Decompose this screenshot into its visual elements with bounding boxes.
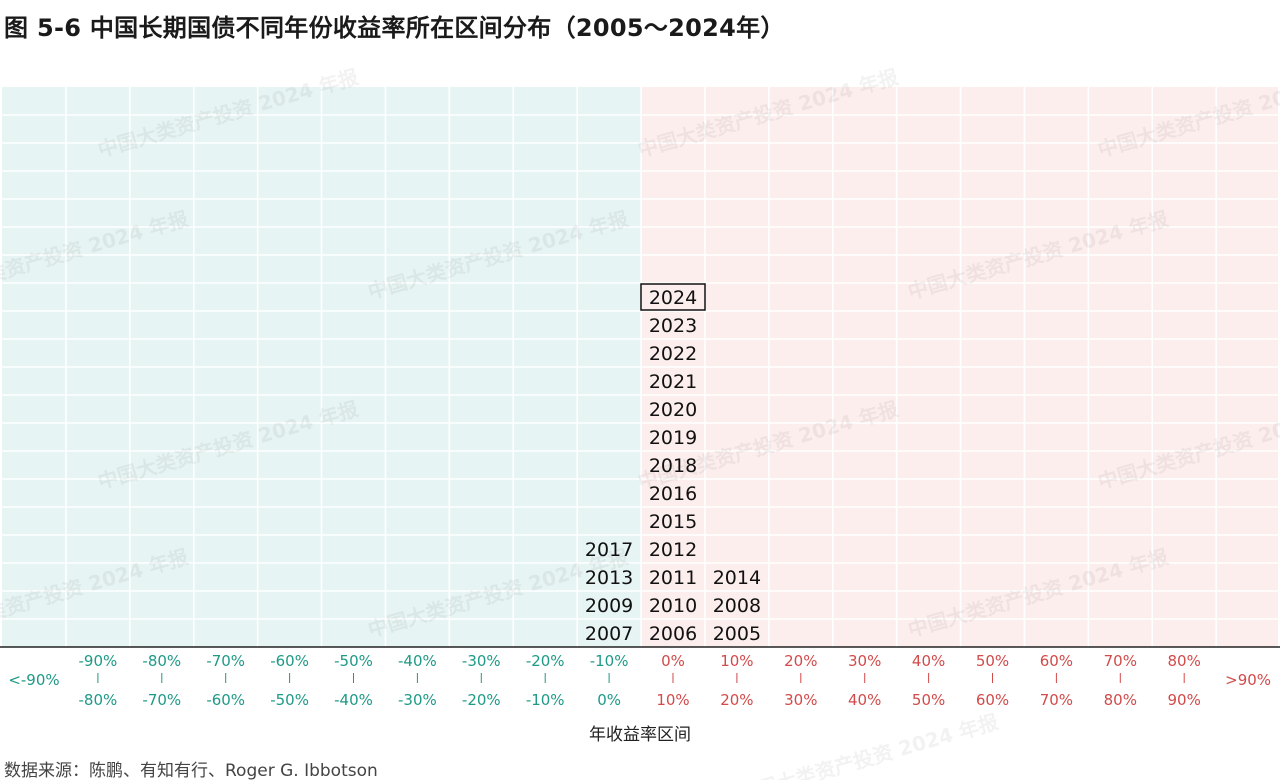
tick-label-top: 80% xyxy=(1168,652,1201,670)
year-label: 2006 xyxy=(649,623,697,645)
tick-label-bottom: -10% xyxy=(526,691,565,709)
tick-label-bottom: -50% xyxy=(270,691,309,709)
tick-label-top: 30% xyxy=(848,652,881,670)
tick-label-bottom: 40% xyxy=(848,691,881,709)
tick-label-top: -60% xyxy=(270,652,309,670)
tick-label-top: 50% xyxy=(976,652,1009,670)
year-label: 2017 xyxy=(585,539,633,561)
tick-label-bottom: 10% xyxy=(656,691,689,709)
tick-label-bottom: -60% xyxy=(206,691,245,709)
tick-label-top: -10% xyxy=(590,652,629,670)
year-label: 2008 xyxy=(713,595,761,617)
tick-label-bottom: 80% xyxy=(1104,691,1137,709)
year-label: 2009 xyxy=(585,595,633,617)
year-label: 2022 xyxy=(649,343,697,365)
tick-label-bottom: 70% xyxy=(1040,691,1073,709)
tick-label-bottom: 20% xyxy=(720,691,753,709)
year-label: 2018 xyxy=(649,455,697,477)
tick-label-bottom: 60% xyxy=(976,691,1009,709)
highlight-box xyxy=(640,283,706,311)
tick-label-bottom: -40% xyxy=(334,691,373,709)
watermark-text: 中国大类资产投资 2024 年报 xyxy=(735,710,1001,780)
tick-label-bottom: 30% xyxy=(784,691,817,709)
tick-label: <-90% xyxy=(8,671,59,689)
tick-label-top: -50% xyxy=(334,652,373,670)
year-label: 2024 xyxy=(649,287,697,309)
tick-label-top: 0% xyxy=(661,652,685,670)
tick-label-top: -40% xyxy=(398,652,437,670)
tick-label-top: 40% xyxy=(912,652,945,670)
year-label: 2021 xyxy=(649,371,697,393)
source-note: 数据来源：陈鹏、有知有行、Roger G. Ibbotson xyxy=(4,761,378,781)
page-title: 图 5-6 中国长期国债不同年份收益率所在区间分布（2005～2024年） xyxy=(4,14,785,42)
year-label: 2012 xyxy=(649,539,697,561)
year-label: 2005 xyxy=(713,623,761,645)
tick-label: >90% xyxy=(1225,671,1271,689)
tick-label-top: -30% xyxy=(462,652,501,670)
year-label: 2010 xyxy=(649,595,697,617)
year-label: 2023 xyxy=(649,315,697,337)
year-label: 2011 xyxy=(649,567,697,589)
year-label: 2015 xyxy=(649,511,697,533)
tick-label-top: -80% xyxy=(142,652,181,670)
tick-label-top: -90% xyxy=(79,652,118,670)
tick-label-top: -20% xyxy=(526,652,565,670)
tick-label-bottom: 50% xyxy=(912,691,945,709)
tick-label-top: 60% xyxy=(1040,652,1073,670)
tick-label-bottom: 0% xyxy=(597,691,621,709)
year-label: 2013 xyxy=(585,567,633,589)
tick-label-top: 20% xyxy=(784,652,817,670)
tick-label-bottom: -80% xyxy=(79,691,118,709)
tick-label-top: 70% xyxy=(1104,652,1137,670)
year-label: 2007 xyxy=(585,623,633,645)
year-label: 2019 xyxy=(649,427,697,449)
tick-label-bottom: 90% xyxy=(1168,691,1201,709)
tick-label-bottom: -70% xyxy=(142,691,181,709)
year-label: 2020 xyxy=(649,399,697,421)
tick-label-bottom: -20% xyxy=(462,691,501,709)
tick-label-top: -70% xyxy=(206,652,245,670)
tick-label-bottom: -30% xyxy=(398,691,437,709)
tick-label-top: 10% xyxy=(720,652,753,670)
x-axis-title: 年收益率区间 xyxy=(589,725,691,745)
year-label: 2014 xyxy=(713,567,761,589)
year-label: 2016 xyxy=(649,483,697,505)
